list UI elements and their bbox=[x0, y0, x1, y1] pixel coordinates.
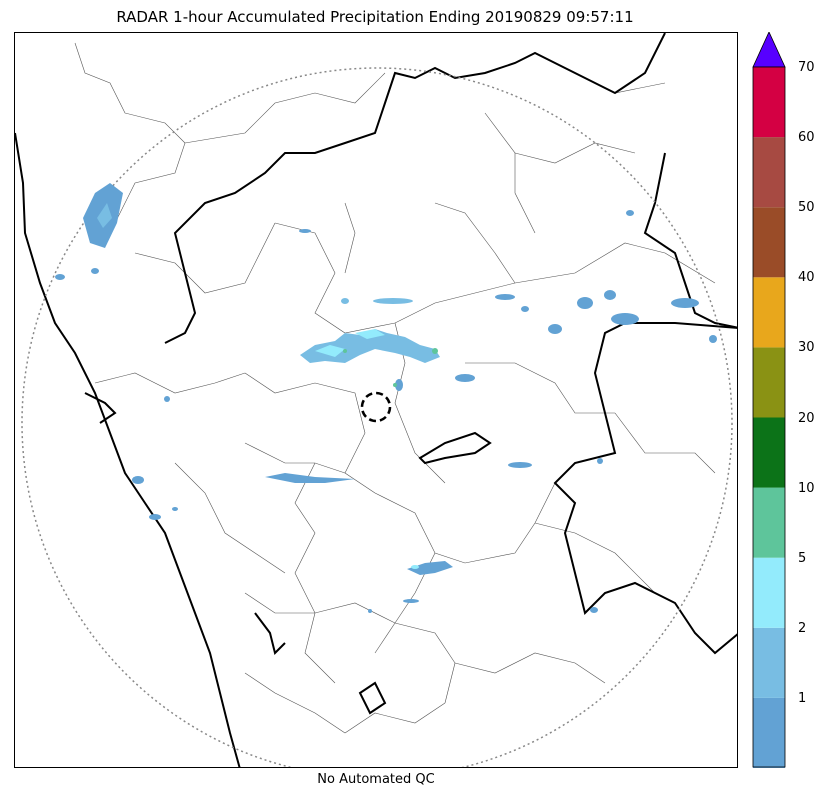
precip-cell bbox=[548, 324, 562, 334]
colorbar-extend-arrow bbox=[752, 32, 786, 68]
colorbar-tick-label: 20 bbox=[798, 410, 815, 426]
colorbar-segment bbox=[753, 487, 785, 558]
precip-cell bbox=[597, 458, 603, 464]
precip-cell bbox=[172, 507, 178, 511]
precip-echoes bbox=[55, 183, 717, 613]
colorbar-segment bbox=[753, 137, 785, 208]
colorbar-tick-label: 2 bbox=[798, 620, 807, 636]
colorbar-outline bbox=[752, 66, 786, 768]
colorbar-segment bbox=[753, 207, 785, 278]
precip-cell bbox=[355, 329, 385, 339]
precip-cell bbox=[604, 290, 616, 300]
colorbar-segment bbox=[753, 627, 785, 698]
district-boundaries bbox=[74, 42, 716, 734]
precip-cell bbox=[407, 561, 453, 575]
colorbar bbox=[752, 32, 786, 768]
colorbar-segment bbox=[753, 417, 785, 488]
precip-cell bbox=[132, 476, 144, 484]
precip-cell bbox=[611, 313, 639, 325]
qc-status-label: No Automated QC bbox=[317, 772, 435, 787]
colorbar-tick-label: 30 bbox=[798, 340, 815, 356]
colorbar-tick-label: 70 bbox=[798, 60, 815, 75]
precip-cell bbox=[395, 379, 403, 391]
colorbar-tick-label: 1 bbox=[798, 690, 807, 706]
colorbar-tick-label: 5 bbox=[798, 550, 807, 566]
range-ring bbox=[21, 67, 733, 767]
precip-cell bbox=[97, 203, 112, 228]
precip-cell bbox=[590, 607, 598, 613]
precip-cell bbox=[626, 210, 634, 216]
colorbar-segment bbox=[753, 67, 785, 138]
precip-cell bbox=[91, 268, 99, 274]
precip-cell bbox=[521, 306, 529, 312]
precip-cell bbox=[55, 274, 65, 280]
colorbar-tick-label: 40 bbox=[798, 270, 815, 286]
precip-cell bbox=[315, 345, 345, 357]
precip-cell bbox=[341, 298, 349, 304]
radar-map bbox=[14, 32, 738, 768]
colorbar-segment bbox=[753, 697, 785, 768]
precip-cell bbox=[393, 383, 397, 387]
precip-cell bbox=[299, 229, 311, 233]
precip-cell bbox=[343, 349, 347, 353]
precip-cell bbox=[709, 335, 717, 343]
state-boundaries bbox=[15, 33, 737, 767]
precip-cell bbox=[508, 462, 532, 468]
precip-cell bbox=[495, 294, 515, 300]
colorbar-segment bbox=[753, 557, 785, 628]
colorbar-tick-label: 50 bbox=[798, 200, 815, 216]
precip-cell bbox=[149, 514, 161, 520]
map-canvas bbox=[15, 33, 737, 767]
precip-cell bbox=[164, 396, 170, 402]
precip-cell bbox=[455, 374, 475, 382]
colorbar-tick-label: 10 bbox=[798, 480, 815, 496]
precip-cell bbox=[265, 473, 355, 483]
radar-site-marker bbox=[360, 391, 392, 423]
chart-title: RADAR 1-hour Accumulated Precipitation E… bbox=[116, 8, 634, 26]
precip-cell bbox=[373, 298, 413, 304]
precip-cell bbox=[403, 599, 419, 603]
precip-cell bbox=[411, 565, 419, 569]
colorbar-segment bbox=[753, 277, 785, 348]
colorbar-tick-label: 60 bbox=[798, 130, 815, 146]
precip-cell bbox=[577, 297, 593, 309]
colorbar-segment bbox=[753, 347, 785, 418]
precip-cell bbox=[671, 298, 699, 308]
precip-cell bbox=[432, 348, 438, 354]
precip-cell bbox=[368, 609, 372, 613]
